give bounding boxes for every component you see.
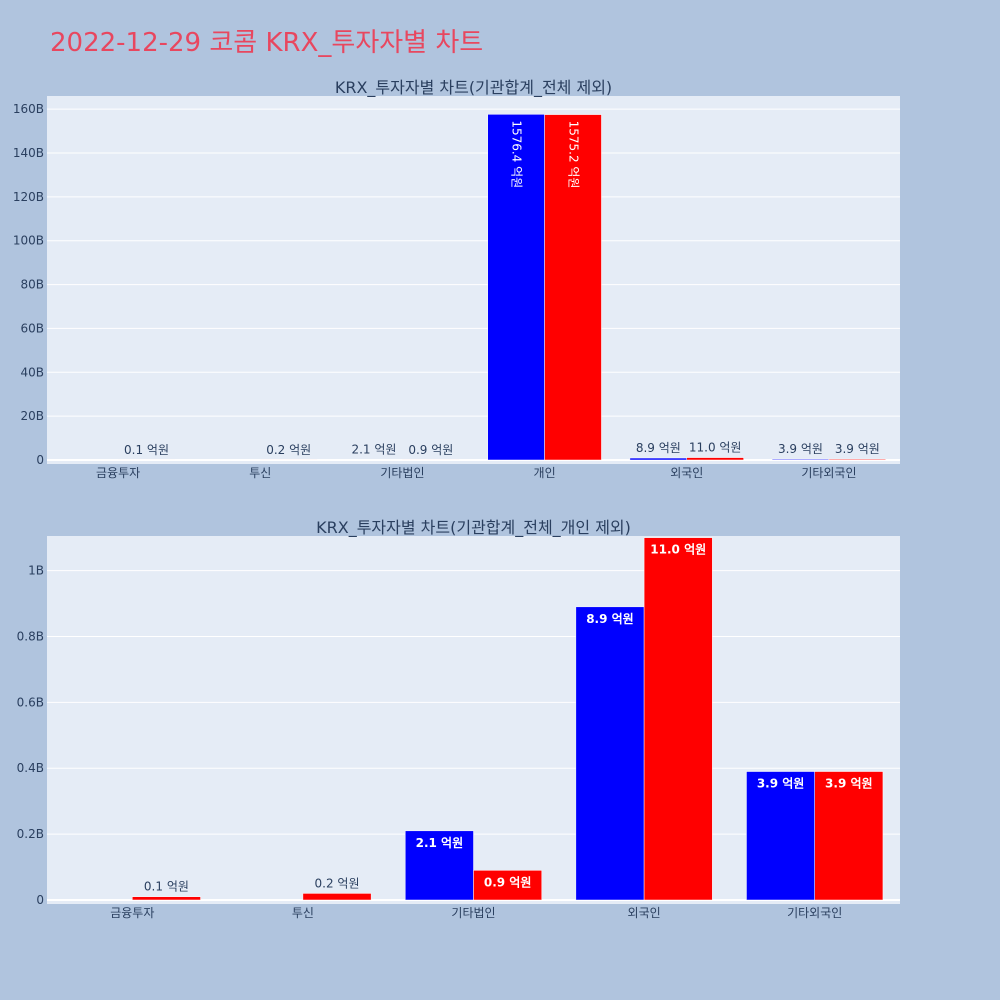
bar [828,458,887,461]
x-tick-label: 기타법인 [451,906,495,920]
plot-area-1 [47,96,900,464]
bar [487,114,545,461]
y-tick-label: 100B [13,234,44,248]
y-tick-label: 0 [36,453,44,467]
y-tick-label: 20B [20,409,44,423]
bar [629,457,688,461]
bar [473,870,542,901]
y-tick-label: 0.2B [17,827,44,841]
y-tick-label: 60B [20,321,44,335]
data-label: 0.2 억원 [315,876,360,890]
data-label: 3.9 억원 [825,777,873,791]
y-tick-label: 80B [20,278,44,292]
data-label: 8.9 억원 [586,612,634,626]
x-tick-label: 금융투자 [110,906,154,920]
y-tick-label: 120B [13,190,44,204]
bar [771,458,830,461]
x-tick-label: 기타법인 [380,466,424,480]
data-label: 11.0 억원 [689,441,742,455]
data-label: 8.9 억원 [636,441,681,455]
y-tick-label: 0.8B [17,629,44,643]
data-label: 2.1 억원 [416,836,464,850]
data-label: 11.0 억원 [650,543,706,557]
data-label: 0.9 억원 [484,875,532,889]
bar [746,771,815,901]
x-tick-label: 기타외국인 [787,906,842,920]
y-tick-label: 160B [13,102,44,116]
x-tick-label: 투신 [249,466,271,480]
data-label: 1576.4 억원 [510,120,524,188]
chart-title: KRX_투자자별 차트(기관합계_전체_개인 제외) [316,518,631,538]
page-title: 2022-12-29 코콤 KRX_투자자별 차트 [50,28,484,58]
bar [302,893,372,901]
y-tick-label: 0 [36,893,44,907]
data-label: 1575.2 억원 [567,121,581,189]
data-label: 0.1 억원 [144,880,189,894]
x-tick-label: 금융투자 [96,466,140,480]
bar [643,537,713,901]
y-tick-label: 40B [20,365,44,379]
bar [575,606,645,901]
y-tick-label: 140B [13,146,44,160]
x-tick-label: 투신 [292,906,314,920]
bar [814,771,884,901]
y-tick-label: 0.4B [17,761,44,775]
x-tick-label: 기타외국인 [801,466,856,480]
data-label: 3.9 억원 [835,442,880,456]
data-label: 3.9 억원 [778,442,823,456]
data-label: 0.1 억원 [124,443,169,457]
chart-title: KRX_투자자별 차트(기관합계_전체 제외) [335,78,612,98]
y-tick-label: 0.6B [17,695,44,709]
bar [405,830,474,901]
data-label: 0.2 억원 [266,443,311,457]
x-tick-label: 개인 [534,466,556,480]
x-tick-label: 외국인 [628,906,661,920]
bar [544,114,602,461]
data-label: 2.1 억원 [351,443,396,457]
bar [132,896,201,901]
y-tick-label: 1B [28,564,44,578]
bar [686,457,744,461]
data-label: 3.9 억원 [757,777,805,791]
data-label: 0.9 억원 [408,443,453,457]
x-tick-label: 외국인 [670,466,703,480]
